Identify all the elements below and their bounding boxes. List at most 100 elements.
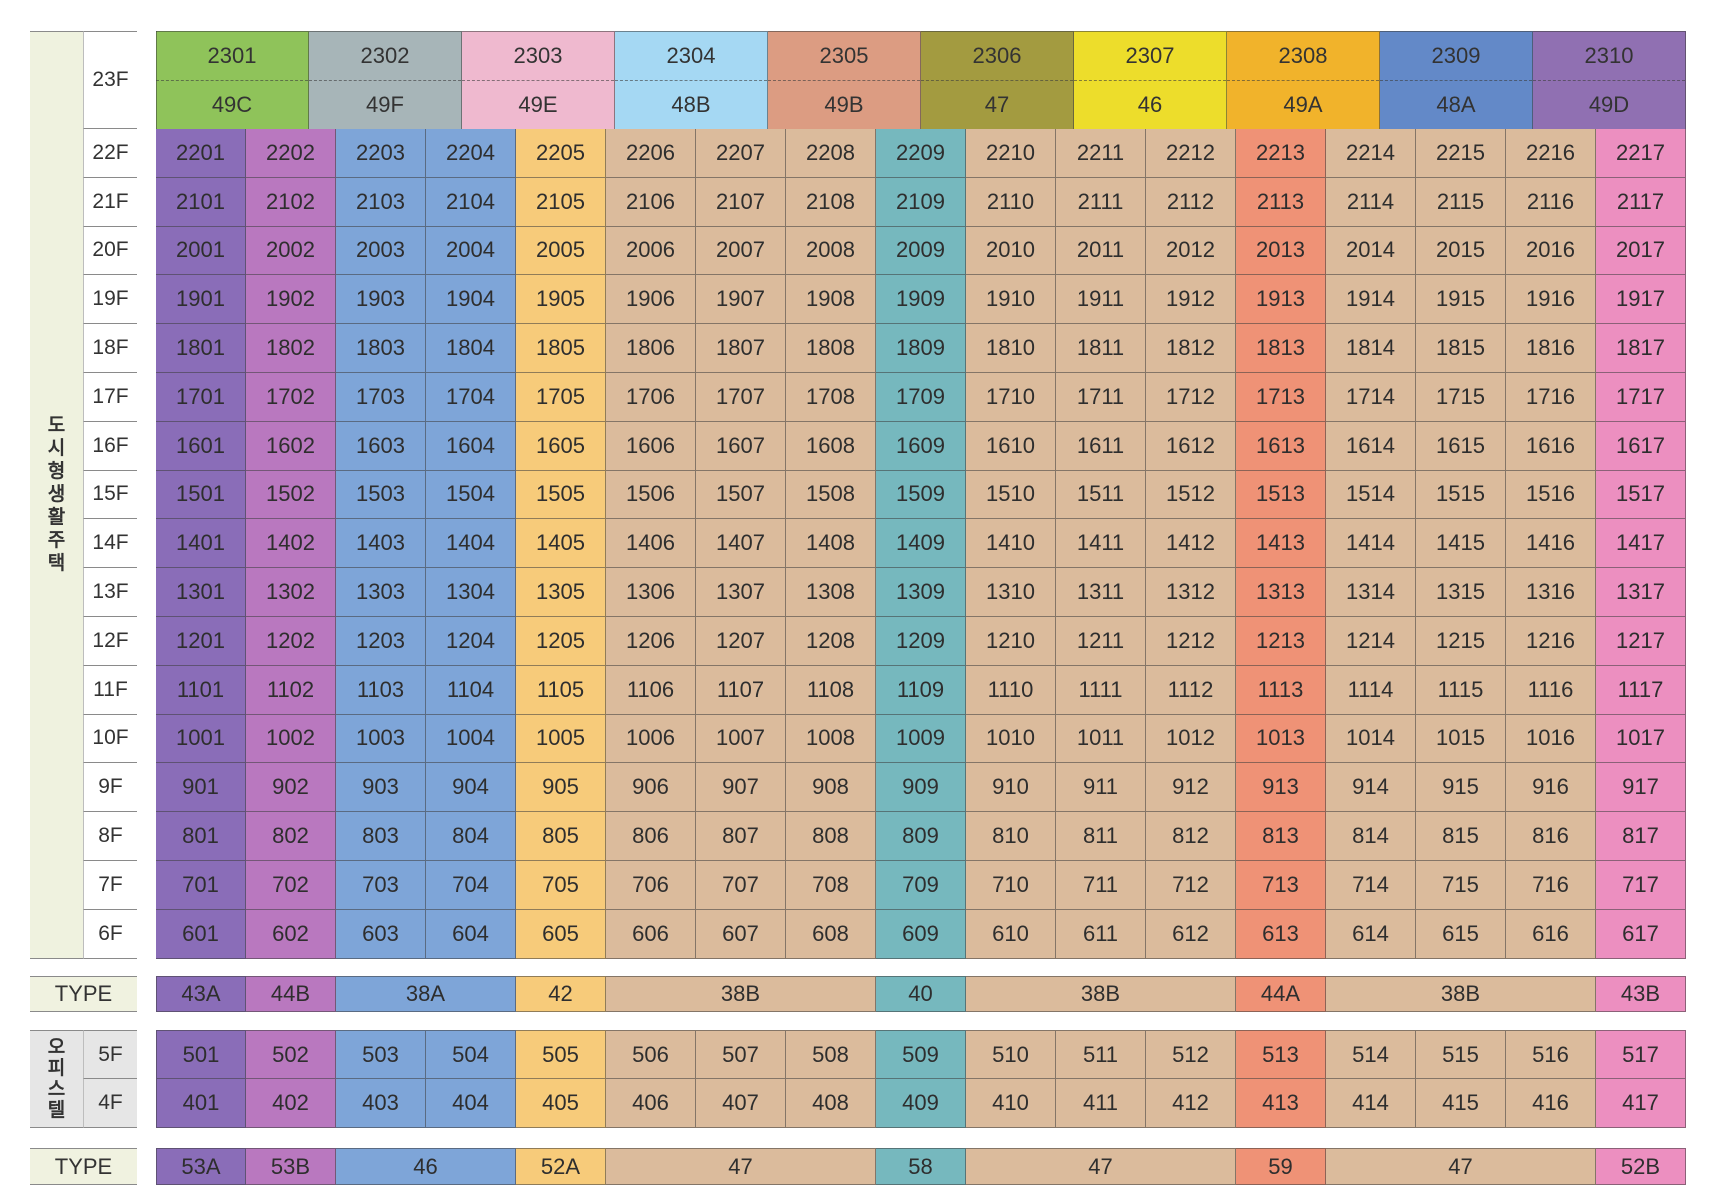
unit-cell[interactable]: 404 [426, 1079, 516, 1128]
unit-cell[interactable]: 2104 [426, 177, 516, 227]
unit-cell[interactable]: 2013 [1236, 226, 1326, 276]
unit-cell[interactable]: 2204 [426, 129, 516, 178]
unit-cell[interactable]: 2211 [1056, 129, 1146, 178]
unit-cell[interactable]: 1612 [1146, 421, 1236, 471]
unit-cell[interactable]: 514 [1326, 1030, 1416, 1079]
unit-cell[interactable]: 2008 [786, 226, 876, 276]
unit-cell[interactable]: 2111 [1056, 177, 1146, 227]
unit-cell[interactable]: 2107 [696, 177, 786, 227]
unit-cell[interactable]: 802 [246, 812, 336, 861]
unit-cell[interactable]: 1701 [156, 373, 246, 422]
unit-cell[interactable]: 1008 [786, 714, 876, 764]
unit-cell[interactable]: 513 [1236, 1030, 1326, 1079]
unit-cell[interactable]: 709 [876, 861, 966, 910]
unit-cell[interactable]: 1211 [1056, 617, 1146, 666]
unit-cell[interactable]: 914 [1326, 763, 1416, 813]
unit-cell[interactable]: 1214 [1326, 617, 1416, 666]
unit-cell[interactable]: 809 [876, 812, 966, 861]
unit-cell[interactable]: 1909 [876, 275, 966, 325]
unit-cell[interactable]: 414 [1326, 1079, 1416, 1128]
unit-cell[interactable]: 602 [246, 909, 336, 959]
unit-cell[interactable]: 616 [1506, 909, 1596, 959]
unit-cell[interactable]: 908 [786, 763, 876, 813]
unit-cell[interactable]: 2203 [336, 129, 426, 178]
unit-cell[interactable]: 1802 [246, 324, 336, 373]
unit-cell[interactable]: 1504 [426, 470, 516, 520]
unit-cell[interactable]: 814 [1326, 812, 1416, 861]
unit-cell[interactable]: 2217 [1596, 129, 1686, 178]
unit-cell[interactable]: 1910 [966, 275, 1056, 325]
unit-cell[interactable]: 1004 [426, 714, 516, 764]
unit-cell[interactable]: 1502 [246, 470, 336, 520]
unit-cell[interactable]: 1010 [966, 714, 1056, 764]
unit-cell[interactable]: 1913 [1236, 275, 1326, 325]
unit-cell[interactable]: 1801 [156, 324, 246, 373]
unit-cell[interactable]: 1213 [1236, 617, 1326, 666]
unit-cell[interactable]: 714 [1326, 861, 1416, 910]
unit-cell[interactable]: 1605 [516, 421, 606, 471]
unit-cell[interactable]: 1808 [786, 324, 876, 373]
unit-cell[interactable]: 2209 [876, 129, 966, 178]
unit-23f-2307[interactable]: 2307 46 [1074, 31, 1227, 129]
unit-cell[interactable]: 912 [1146, 763, 1236, 813]
unit-cell[interactable]: 401 [156, 1079, 246, 1128]
unit-cell[interactable]: 1505 [516, 470, 606, 520]
unit-cell[interactable]: 1807 [696, 324, 786, 373]
unit-cell[interactable]: 1009 [876, 714, 966, 764]
unit-cell[interactable]: 613 [1236, 909, 1326, 959]
unit-cell[interactable]: 1316 [1506, 568, 1596, 617]
unit-cell[interactable]: 1404 [426, 519, 516, 569]
unit-cell[interactable]: 906 [606, 763, 696, 813]
unit-cell[interactable]: 2210 [966, 129, 1056, 178]
unit-cell[interactable]: 807 [696, 812, 786, 861]
unit-cell[interactable]: 1916 [1506, 275, 1596, 325]
unit-cell[interactable]: 503 [336, 1030, 426, 1079]
unit-cell[interactable]: 1212 [1146, 617, 1236, 666]
unit-cell[interactable]: 510 [966, 1030, 1056, 1079]
unit-23f-2305[interactable]: 2305 49B [768, 31, 921, 129]
unit-cell[interactable]: 1503 [336, 470, 426, 520]
unit-cell[interactable]: 1106 [606, 665, 696, 715]
unit-cell[interactable]: 713 [1236, 861, 1326, 910]
unit-cell[interactable]: 1606 [606, 421, 696, 471]
unit-cell[interactable]: 1705 [516, 373, 606, 422]
unit-cell[interactable]: 2015 [1416, 226, 1506, 276]
unit-23f-2303[interactable]: 2303 49E [462, 31, 615, 129]
unit-cell[interactable]: 508 [786, 1030, 876, 1079]
unit-cell[interactable]: 1714 [1326, 373, 1416, 422]
unit-cell[interactable]: 701 [156, 861, 246, 910]
unit-cell[interactable]: 1108 [786, 665, 876, 715]
unit-cell[interactable]: 502 [246, 1030, 336, 1079]
unit-cell[interactable]: 1011 [1056, 714, 1146, 764]
unit-cell[interactable]: 717 [1596, 861, 1686, 910]
unit-cell[interactable]: 1101 [156, 665, 246, 715]
unit-cell[interactable]: 1814 [1326, 324, 1416, 373]
unit-cell[interactable]: 2106 [606, 177, 696, 227]
unit-cell[interactable]: 2114 [1326, 177, 1416, 227]
unit-cell[interactable]: 1104 [426, 665, 516, 715]
unit-cell[interactable]: 402 [246, 1079, 336, 1128]
unit-cell[interactable]: 1816 [1506, 324, 1596, 373]
unit-cell[interactable]: 515 [1416, 1030, 1506, 1079]
unit-cell[interactable]: 417 [1596, 1079, 1686, 1128]
unit-cell[interactable]: 1905 [516, 275, 606, 325]
unit-cell[interactable]: 913 [1236, 763, 1326, 813]
unit-cell[interactable]: 505 [516, 1030, 606, 1079]
unit-cell[interactable]: 504 [426, 1030, 516, 1079]
unit-cell[interactable]: 1209 [876, 617, 966, 666]
unit-cell[interactable]: 1006 [606, 714, 696, 764]
unit-cell[interactable]: 2103 [336, 177, 426, 227]
unit-cell[interactable]: 511 [1056, 1030, 1146, 1079]
unit-cell[interactable]: 2007 [696, 226, 786, 276]
unit-cell[interactable]: 808 [786, 812, 876, 861]
unit-cell[interactable]: 601 [156, 909, 246, 959]
unit-cell[interactable]: 2213 [1236, 129, 1326, 178]
unit-cell[interactable]: 1708 [786, 373, 876, 422]
unit-cell[interactable]: 1804 [426, 324, 516, 373]
unit-cell[interactable]: 1617 [1596, 421, 1686, 471]
unit-cell[interactable]: 1002 [246, 714, 336, 764]
unit-cell[interactable]: 706 [606, 861, 696, 910]
unit-cell[interactable]: 1506 [606, 470, 696, 520]
unit-cell[interactable]: 1204 [426, 617, 516, 666]
unit-cell[interactable]: 1110 [966, 665, 1056, 715]
